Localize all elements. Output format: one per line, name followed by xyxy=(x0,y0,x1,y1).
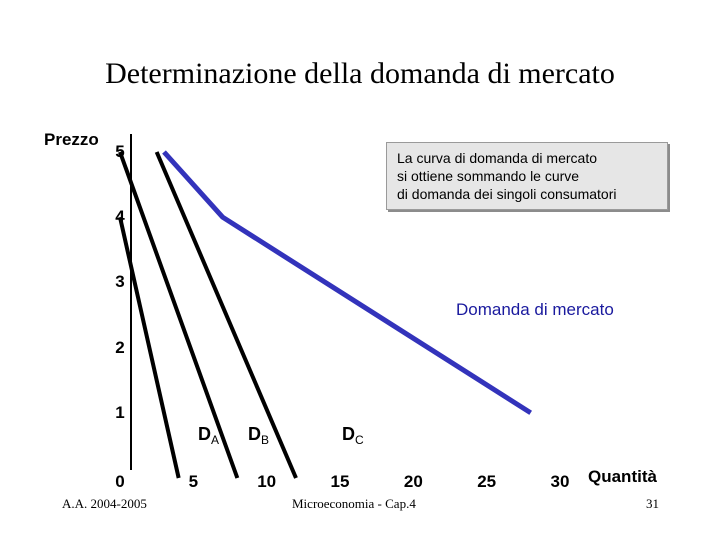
demand-label-sub: C xyxy=(355,433,364,447)
demand-label-sub: A xyxy=(211,433,220,447)
demand-line-db xyxy=(118,151,240,479)
y-tick-label: 5 xyxy=(115,142,125,161)
demand-line-da xyxy=(118,216,181,479)
x-tick-label: 10 xyxy=(257,472,277,491)
x-tick-label: 5 xyxy=(188,472,199,491)
note-line: La curva di domanda di mercato xyxy=(397,150,597,166)
x-axis-label: Quantità xyxy=(588,467,657,486)
y-tick-label: 2 xyxy=(115,337,125,357)
x-tick-label: 20 xyxy=(403,472,423,491)
note-line: di domanda dei singoli consumatori xyxy=(397,186,617,202)
slide-title: Determinazione della domanda di mercato xyxy=(105,57,615,90)
market-demand-line xyxy=(162,150,533,415)
note-line: si ottiene sommando le curve xyxy=(397,168,580,184)
demand-label-b: DB xyxy=(248,424,269,450)
y-axis-label: Prezzo xyxy=(44,130,99,149)
demand-label-a: DA xyxy=(198,424,219,450)
market-demand-label: Domanda di mercato xyxy=(456,300,614,319)
y-tick-label: 1 xyxy=(115,402,125,422)
x-tick-label: 15 xyxy=(330,472,350,491)
x-tick-label: 0 xyxy=(115,472,125,491)
explanation-note: La curva di domanda di mercato si ottien… xyxy=(386,142,668,210)
footer-academic-year: A.A. 2004-2005 xyxy=(62,496,147,511)
y-tick-label: 3 xyxy=(115,272,125,292)
demand-label-sub: B xyxy=(261,433,270,447)
demand-line-dc xyxy=(154,151,298,479)
series-layer xyxy=(118,150,533,479)
demand-label-main: D xyxy=(248,424,261,444)
y-tick-label: 4 xyxy=(115,207,125,227)
demand-label-main: D xyxy=(198,424,211,444)
x-tick-label: 30 xyxy=(550,472,570,491)
demand-label-main: D xyxy=(342,424,355,444)
footer-page-number: 31 xyxy=(646,496,659,511)
x-tick-label: 25 xyxy=(477,472,497,491)
demand-label-c: DC xyxy=(342,424,364,450)
footer-course: Microeconomia - Cap.4 xyxy=(292,496,416,511)
